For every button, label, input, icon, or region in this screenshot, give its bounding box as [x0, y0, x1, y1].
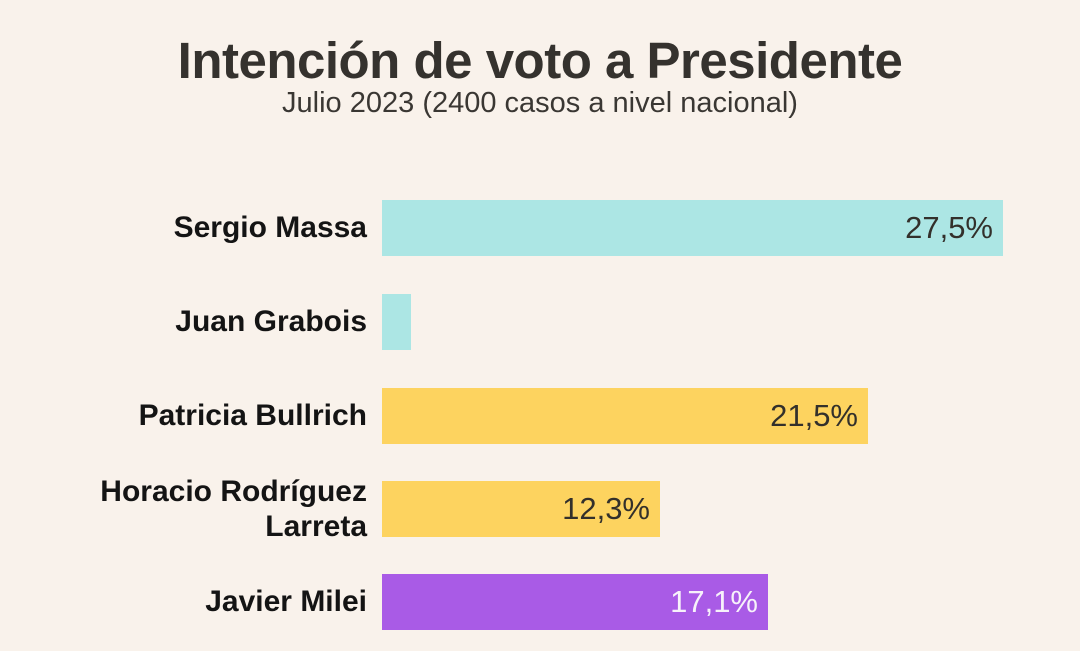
- value-label: 21,5%: [770, 398, 858, 433]
- value-label: 17,1%: [670, 584, 758, 619]
- candidate-label: Javier Milei: [205, 585, 367, 619]
- bar-row-javier-milei: Javier Milei 17,1%: [0, 574, 1080, 630]
- chart-subtitle: Julio 2023 (2400 casos a nivel nacional): [282, 87, 798, 119]
- bar-row-juan-grabois: Juan Grabois: [0, 294, 1080, 350]
- bar-patricia-bullrich: 21,5%: [382, 388, 868, 444]
- candidate-label: Horacio Rodríguez Larreta: [100, 474, 367, 543]
- bar-javier-milei: 17,1%: [382, 574, 768, 630]
- bar-row-sergio-massa: Sergio Massa 27,5%: [0, 200, 1080, 256]
- value-label: 12,3%: [562, 491, 650, 526]
- candidate-label: Sergio Massa: [173, 211, 367, 245]
- chart-title: Intención de voto a Presidente: [177, 32, 903, 90]
- value-label: 27,5%: [905, 210, 993, 245]
- bar-horacio-rodriguez-larreta: 12,3%: [382, 481, 660, 537]
- bar-row-patricia-bullrich: Patricia Bullrich 21,5%: [0, 388, 1080, 444]
- candidate-label: Patricia Bullrich: [138, 399, 367, 433]
- bar-row-horacio-rodriguez-larreta: Horacio Rodríguez Larreta 12,3%: [0, 474, 1080, 543]
- bar-juan-grabois: [382, 294, 411, 350]
- candidate-label: Juan Grabois: [175, 305, 367, 339]
- bar-sergio-massa: 27,5%: [382, 200, 1003, 256]
